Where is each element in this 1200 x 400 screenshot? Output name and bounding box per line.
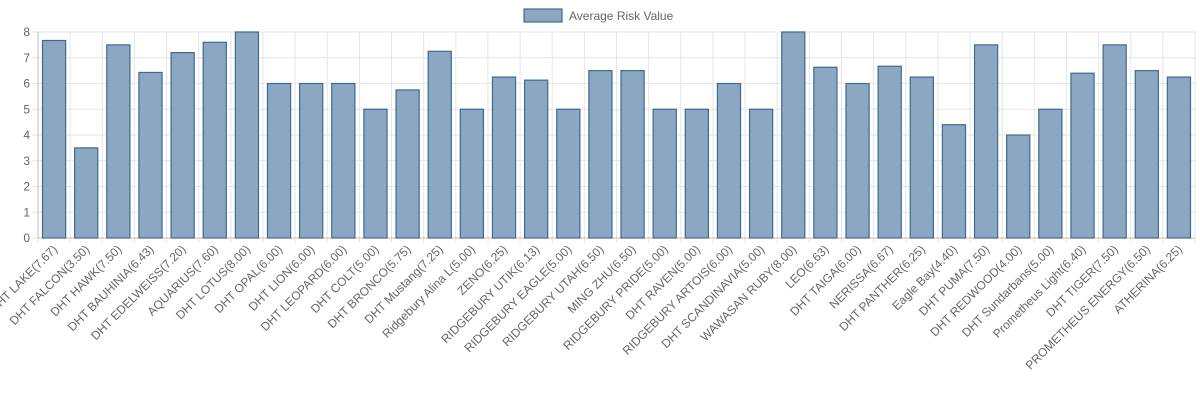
- bars: [41, 31, 1192, 239]
- bar[interactable]: [491, 76, 517, 239]
- bar[interactable]: [716, 82, 742, 239]
- legend-swatch: [523, 8, 563, 23]
- bar[interactable]: [170, 51, 195, 239]
- bar[interactable]: [973, 44, 999, 239]
- y-tick-label: 8: [23, 25, 30, 39]
- bar[interactable]: [781, 31, 806, 239]
- bar[interactable]: [41, 39, 67, 239]
- axes: 0 1 2 3 4 5 6 7 8: [23, 25, 1195, 245]
- y-tick-label: 2: [23, 180, 30, 194]
- bar[interactable]: [748, 108, 774, 239]
- bar[interactable]: [1134, 70, 1159, 239]
- y-tick-label: 5: [23, 102, 30, 116]
- y-tick-label: 4: [23, 128, 30, 142]
- bar[interactable]: [941, 124, 967, 239]
- bar[interactable]: [202, 41, 227, 239]
- bar[interactable]: [845, 82, 870, 239]
- bar[interactable]: [620, 70, 645, 239]
- bar[interactable]: [234, 31, 260, 239]
- bar[interactable]: [588, 70, 613, 239]
- y-tick-label: 0: [23, 231, 30, 245]
- bar[interactable]: [363, 108, 388, 239]
- bar[interactable]: [523, 79, 549, 239]
- y-tick-label: 7: [23, 51, 30, 65]
- bar[interactable]: [1038, 108, 1063, 239]
- bar[interactable]: [652, 108, 677, 239]
- legend-label: Average Risk Value: [569, 9, 674, 23]
- bar[interactable]: [684, 108, 710, 239]
- y-tick-label: 6: [23, 77, 30, 91]
- bar[interactable]: [427, 50, 452, 239]
- bar[interactable]: [459, 108, 485, 239]
- bar[interactable]: [1070, 72, 1095, 239]
- bar[interactable]: [395, 89, 420, 239]
- bar[interactable]: [877, 65, 902, 239]
- bar[interactable]: [74, 147, 99, 239]
- y-tick-label: 1: [23, 205, 30, 219]
- bar[interactable]: [1166, 76, 1192, 239]
- bar[interactable]: [331, 82, 356, 239]
- legend[interactable]: Average Risk Value: [523, 8, 674, 23]
- x-tick-labels: DHT LAKE(7.67)DHT FALCON(3.50)DHT HAWK(7…: [0, 242, 1185, 372]
- bar[interactable]: [106, 44, 131, 239]
- bar[interactable]: [1102, 44, 1127, 239]
- bar[interactable]: [138, 71, 163, 239]
- bar[interactable]: [299, 82, 324, 239]
- bar[interactable]: [1006, 134, 1031, 239]
- y-tick-label: 3: [23, 154, 30, 168]
- bar[interactable]: [556, 108, 581, 239]
- bar[interactable]: [813, 66, 838, 239]
- bar[interactable]: [909, 76, 934, 239]
- bar[interactable]: [266, 82, 292, 239]
